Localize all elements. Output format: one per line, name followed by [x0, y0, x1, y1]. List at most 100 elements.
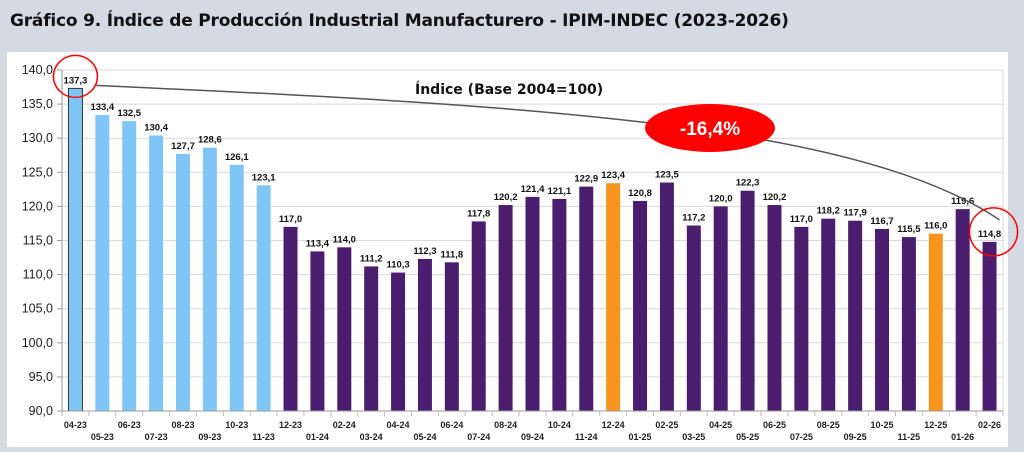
- x-tick-label: 11-25: [898, 432, 921, 442]
- bar-06-23: [122, 121, 137, 412]
- highlight-circle-last: [968, 207, 1019, 257]
- x-tick-label: 01-24: [306, 432, 329, 442]
- bar-04-24: [391, 272, 406, 411]
- x-tick-label: 03-25: [682, 432, 705, 442]
- x-tick-label: 09-23: [198, 432, 221, 442]
- bar-06-24: [444, 262, 459, 411]
- x-tick-label: 07-25: [790, 432, 813, 442]
- data-label: 121,4: [521, 184, 545, 195]
- data-label: 127,7: [171, 141, 195, 152]
- y-tick-label: 100,0: [22, 336, 53, 350]
- y-tick-label: 120,0: [22, 199, 53, 213]
- data-label: 112,3: [413, 246, 436, 257]
- highlight-circle-first: [52, 54, 99, 99]
- bar-09-23: [202, 147, 217, 412]
- data-label: 123,4: [601, 170, 625, 181]
- data-label: 133,4: [90, 102, 114, 113]
- bar-04-25: [713, 206, 728, 411]
- data-label: 126,1: [225, 152, 249, 163]
- x-tick-label: 10-23: [225, 420, 248, 430]
- data-label: 117,2: [682, 212, 705, 223]
- bar-05-23: [95, 115, 110, 412]
- change-badge-text: -16,4%: [680, 119, 740, 140]
- bars: [67, 87, 997, 412]
- x-tick-label: 06-25: [763, 420, 786, 430]
- x-tick-label: 04-25: [709, 420, 732, 430]
- annotations: -16,4%: [52, 54, 1019, 257]
- bar-10-24: [552, 198, 567, 411]
- bar-11-25: [901, 237, 916, 411]
- x-tick-label: 06-23: [118, 420, 141, 430]
- chart-title: Gráfico 9. Índice de Producción Industri…: [10, 11, 789, 31]
- bar-11-24: [579, 186, 594, 411]
- x-tick-label: 01-25: [629, 432, 652, 442]
- y-tick-label: 90,0: [29, 404, 53, 418]
- data-label: 116,7: [870, 216, 893, 227]
- data-labels: 137,3 133,4132,5130,4127,7128,6126,1123,1…: [64, 75, 1002, 270]
- bar-10-23: [229, 164, 244, 411]
- bar-09-24: [525, 196, 540, 411]
- data-label: 120,8: [628, 188, 652, 199]
- y-tick-label: 140,0: [22, 63, 53, 77]
- x-tick-label: 01-26: [951, 432, 974, 442]
- x-tick-label: 07-23: [145, 432, 168, 442]
- data-label: 119,6: [951, 196, 974, 207]
- bar-02-26: [982, 241, 997, 411]
- x-tick-label: 09-25: [844, 432, 867, 442]
- bar-01-26: [955, 209, 970, 411]
- x-tick-label: 04-24: [387, 420, 410, 430]
- bar-06-25: [767, 205, 782, 411]
- x-tick-label: 07-24: [467, 432, 490, 442]
- data-label: 118,2: [817, 206, 840, 217]
- data-label: 117,0: [790, 214, 813, 225]
- bar-04-23: [67, 87, 83, 412]
- bar-10-25: [875, 228, 890, 411]
- x-tick-label: 06-24: [440, 420, 463, 430]
- y-tick-label: 95,0: [29, 370, 53, 384]
- x-tick-label: 10-25: [870, 420, 893, 430]
- data-label: 117,8: [467, 208, 490, 219]
- data-label: 122,9: [574, 174, 598, 185]
- data-label: 130,4: [144, 122, 168, 133]
- y-axis: 90,0 95,0 100,0 105,0 110,0 115,0 120,0 125,0 13…: [22, 63, 63, 418]
- bar-02-24: [337, 247, 352, 411]
- bar-02-25: [659, 182, 674, 411]
- x-tick-label: 12-24: [602, 420, 625, 430]
- y-tick-label: 135,0: [22, 97, 53, 111]
- bar-05-25: [740, 190, 755, 411]
- data-label: 128,6: [198, 135, 222, 146]
- bar-12-24: [606, 183, 621, 411]
- bar-01-25: [633, 200, 648, 411]
- data-label: 132,5: [117, 108, 141, 119]
- data-label: 117,9: [844, 208, 867, 219]
- y-tick-label: 125,0: [22, 165, 53, 179]
- x-tick-label: 02-25: [655, 420, 678, 430]
- bar-09-25: [848, 220, 863, 411]
- bar-11-23: [256, 185, 271, 411]
- x-tick-label: 10-24: [548, 420, 571, 430]
- data-label: 123,5: [655, 170, 679, 181]
- data-label: 120,2: [763, 192, 787, 203]
- x-tick-label: 02-24: [333, 420, 356, 430]
- chart-subtitle: Índice (Base 2004=100): [415, 81, 603, 98]
- bar-08-23: [175, 153, 190, 412]
- y-tick-label: 105,0: [22, 302, 53, 316]
- bar-03-24: [364, 266, 379, 411]
- x-tick-label: 11-23: [252, 432, 275, 442]
- y-tick-label: 115,0: [23, 234, 53, 248]
- bar-08-24: [498, 205, 513, 411]
- data-label: 114,0: [333, 234, 356, 245]
- data-label: 120,0: [709, 193, 733, 204]
- x-tick-label: 08-23: [171, 420, 194, 430]
- x-tick-label: 03-24: [360, 432, 383, 442]
- data-label: 110,3: [386, 260, 409, 271]
- data-label: 120,2: [494, 192, 518, 203]
- y-tick-label: 130,0: [22, 131, 53, 145]
- x-tick-label: 05-25: [736, 432, 759, 442]
- data-label: 117,0: [279, 214, 302, 225]
- x-tick-label: 08-24: [494, 420, 517, 430]
- bar-01-24: [310, 251, 325, 411]
- data-label: 111,2: [360, 253, 383, 264]
